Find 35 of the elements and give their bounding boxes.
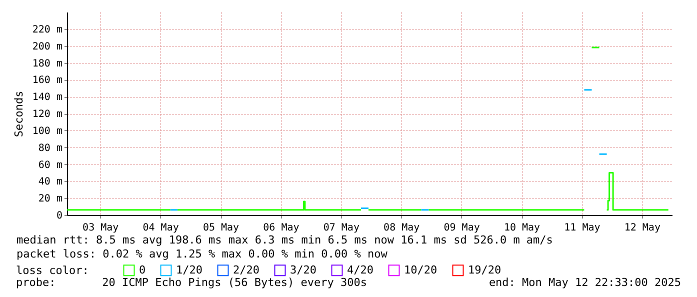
legend-label: 19/20: [468, 263, 502, 276]
y-tick-label: 160 m: [32, 75, 62, 86]
legend-title: loss color:: [16, 264, 89, 277]
y-tick-label: 140 m: [32, 92, 62, 104]
legend-label: 1/20: [176, 263, 202, 276]
y-axis-title: Seconds: [12, 90, 26, 138]
y-tick-label: 220 m: [32, 24, 62, 36]
y-tick-label: 20 m: [38, 194, 62, 205]
x-tick-label: 04 May: [142, 222, 179, 234]
text: end: Mon May 12 22:33:00 2025: [488, 276, 681, 289]
x-tick-label: 09 May: [444, 222, 480, 234]
legend-label: 0: [139, 263, 146, 276]
y-tick-label: 0: [56, 210, 62, 222]
x-tick-label: 08 May: [384, 222, 420, 234]
legend-label: 2/20: [233, 263, 260, 276]
y-tick-label: 80 m: [38, 142, 62, 154]
y-tick-label: 100 m: [32, 126, 62, 137]
y-tick-label: 60 m: [38, 160, 62, 171]
y-tick-label: 120 m: [32, 109, 62, 120]
x-tick-label: 05 May: [202, 222, 240, 234]
text: packet loss: 0.02 % avg 1.25 % max 0.00 % min 0.00 % now: [16, 248, 388, 260]
legend-label: 3/20: [290, 263, 316, 276]
y-tick-label: 180 m: [32, 58, 62, 70]
y-tick-label: 200 m: [32, 41, 62, 52]
y-tick-label: 40 m: [38, 176, 62, 188]
x-tick-label: 12 May: [624, 222, 660, 234]
text: median rtt: 8.5 ms avg 198.6 ms max 6.3 ms min 6.5 ms now 16.1 ms sd 526.0 m am/s: [16, 234, 553, 246]
x-tick-label: 11 May: [564, 222, 600, 234]
text: probe: 20 ICMP Echo Pings (56 Bytes) every 300s: [16, 276, 367, 289]
x-tick-label: 10 May: [504, 222, 540, 234]
x-tick-label: 06 May: [263, 222, 300, 234]
legend-label: 4/20: [347, 263, 374, 276]
legend-label: 10/20: [404, 263, 438, 276]
x-tick-label: 03 May: [82, 222, 119, 234]
x-tick-label: 07 May: [323, 222, 360, 234]
